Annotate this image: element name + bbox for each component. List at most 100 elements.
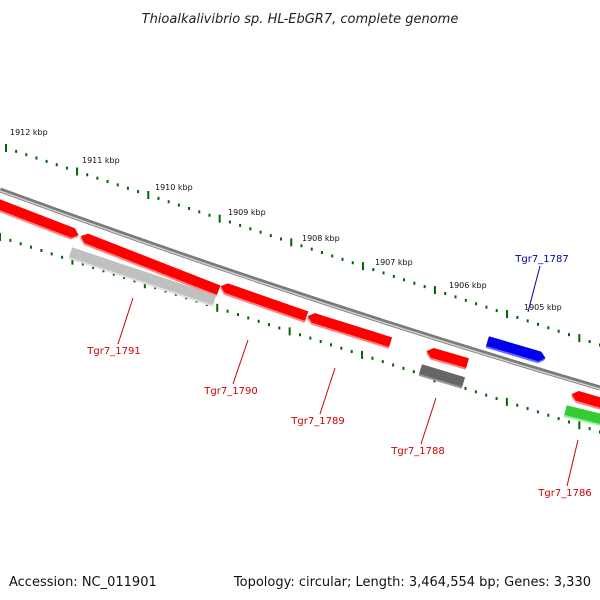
outer-minor-tick bbox=[413, 281, 416, 285]
gene-arrow-1787-body bbox=[486, 336, 546, 362]
outer-minor-tick bbox=[55, 163, 58, 167]
outer-minor-tick bbox=[45, 159, 48, 163]
inner-minor-tick bbox=[236, 313, 239, 317]
outer-minor-tick bbox=[464, 298, 467, 302]
gene-arrow-1791-body bbox=[80, 233, 221, 295]
gene-arrow-1790 bbox=[220, 283, 309, 323]
gene-labels: Tgr7_1791 Tgr7_1790 Tgr7_1789 Tgr7_1788 Tgr7… bbox=[86, 254, 591, 499]
inner-minor-tick bbox=[123, 276, 126, 280]
outer-minor-tick bbox=[392, 274, 395, 278]
outer-minor-tick bbox=[35, 156, 38, 160]
outer-major-tick bbox=[147, 191, 150, 200]
inner-minor-tick bbox=[474, 390, 477, 394]
inner-major-tick bbox=[143, 280, 146, 289]
outer-minor-tick bbox=[188, 206, 191, 210]
gene-arrow-1790-body bbox=[220, 283, 309, 321]
backbone-line bbox=[0, 187, 600, 391]
outer-minor-tick bbox=[485, 305, 488, 309]
gene-leader-line bbox=[527, 265, 541, 313]
scale-label: 1910 kbp bbox=[155, 183, 193, 192]
gene-arrow-1789 bbox=[307, 313, 393, 349]
inner-minor-tick bbox=[495, 397, 498, 401]
inner-major-tick bbox=[71, 256, 74, 265]
inner-minor-tick bbox=[567, 420, 570, 424]
inner-minor-tick bbox=[19, 242, 22, 246]
inner-minor-tick bbox=[381, 360, 384, 364]
inner-minor-tick bbox=[40, 249, 43, 253]
scale-label: 1911 kbp bbox=[82, 156, 120, 165]
inner-minor-tick bbox=[112, 272, 115, 276]
inner-minor-tick bbox=[412, 370, 415, 374]
gene-label: Tgr7_1789 bbox=[290, 416, 344, 427]
outer-minor-tick bbox=[106, 180, 109, 184]
feature-green bbox=[563, 405, 600, 427]
outer-minor-tick bbox=[444, 291, 447, 295]
gene-label: Tgr7_1790 bbox=[203, 386, 257, 397]
outer-minor-tick bbox=[320, 251, 323, 255]
inner-minor-tick bbox=[485, 393, 488, 397]
gene-arrow-1789-body bbox=[307, 313, 393, 347]
outer-minor-tick bbox=[351, 261, 354, 265]
inner-minor-tick bbox=[340, 346, 343, 350]
inner-major-tick bbox=[361, 350, 364, 359]
gene-arrow-1786-body bbox=[571, 390, 600, 409]
gene-features bbox=[0, 198, 600, 427]
gene-arrow-1786 bbox=[571, 390, 600, 411]
gene-label: Tgr7_1791 bbox=[86, 346, 140, 357]
inner-minor-tick bbox=[588, 427, 591, 431]
gene-label: Tgr7_1786 bbox=[537, 488, 591, 499]
outer-minor-tick bbox=[495, 309, 498, 313]
scale-labels: 1912 kbp 1911 kbp 1910 kbp 1909 kbp 1908 kbp… bbox=[10, 128, 562, 312]
outer-minor-tick bbox=[280, 237, 283, 241]
gene-leader-line bbox=[319, 367, 336, 415]
gene-leader-line bbox=[566, 439, 579, 487]
outer-minor-tick bbox=[423, 285, 426, 289]
outer-minor-tick bbox=[269, 234, 272, 238]
inner-minor-tick bbox=[309, 336, 312, 340]
outer-major-tick bbox=[506, 310, 509, 319]
outer-major-tick bbox=[76, 167, 79, 176]
map-title: Thioalkalivibrio sp. HL-EbGR7, complete … bbox=[142, 12, 459, 27]
outer-minor-tick bbox=[126, 186, 129, 190]
gene-leader-line bbox=[420, 397, 437, 445]
inner-major-tick bbox=[216, 303, 219, 312]
outer-minor-tick bbox=[86, 173, 89, 177]
outer-minor-tick bbox=[403, 278, 406, 282]
inner-major-tick bbox=[0, 233, 1, 241]
genome-summary: Topology: circular; Length: 3,464,554 bp… bbox=[233, 575, 591, 590]
scale-label: 1907 kbp bbox=[375, 258, 413, 267]
inner-minor-tick bbox=[557, 417, 560, 421]
feature-gray-dark bbox=[418, 364, 466, 389]
outer-minor-tick bbox=[208, 213, 211, 217]
feature-green-body bbox=[564, 405, 600, 425]
inner-minor-tick bbox=[9, 238, 12, 242]
outer-major-tick bbox=[290, 238, 293, 247]
outer-major-tick bbox=[362, 262, 365, 271]
scale-label: 1906 kbp bbox=[449, 281, 487, 290]
scale-label: 1912 kbp bbox=[10, 128, 48, 137]
outer-minor-tick bbox=[300, 244, 303, 248]
inner-minor-tick bbox=[330, 343, 333, 347]
inner-major-tick bbox=[505, 397, 508, 406]
inner-minor-tick bbox=[392, 363, 395, 367]
scale-label: 1905 kbp bbox=[524, 303, 562, 312]
inner-minor-tick bbox=[133, 279, 136, 283]
gene-arrow-1787 bbox=[485, 336, 546, 364]
scale-label: 1908 kbp bbox=[302, 234, 340, 243]
gene-arrow-1792-body bbox=[0, 198, 79, 238]
outer-minor-tick bbox=[228, 220, 231, 224]
outer-minor-tick bbox=[249, 227, 252, 231]
scale-label: 1909 kbp bbox=[228, 208, 266, 217]
inner-minor-tick bbox=[102, 269, 105, 273]
outer-minor-tick bbox=[382, 271, 385, 275]
inner-minor-tick bbox=[464, 386, 467, 390]
inner-minor-tick bbox=[319, 339, 322, 343]
gene-label: Tgr7_1787 bbox=[514, 254, 568, 265]
outer-minor-tick bbox=[198, 210, 201, 214]
outer-minor-tick bbox=[547, 326, 550, 330]
inner-minor-tick bbox=[371, 356, 374, 360]
inner-minor-tick bbox=[81, 262, 84, 266]
backbone-highlight bbox=[0, 190, 600, 390]
outer-major-tick bbox=[578, 334, 581, 343]
inner-minor-tick bbox=[92, 265, 95, 269]
